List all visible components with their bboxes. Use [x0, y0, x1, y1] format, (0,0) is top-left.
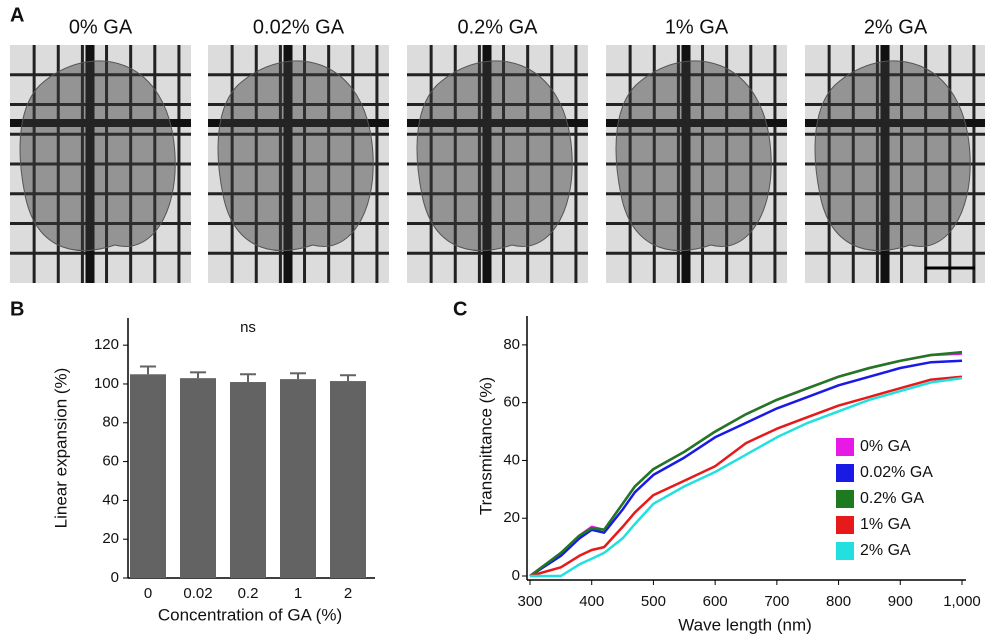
panel-label: B — [10, 298, 24, 320]
legend-swatch — [836, 438, 854, 456]
y-tick-label: 100 — [94, 375, 119, 392]
bar — [230, 382, 266, 578]
y-tick-label: 0 — [111, 569, 119, 586]
x-tick-label: 300 — [517, 593, 542, 610]
legend-swatch — [836, 490, 854, 508]
x-tick-label: 400 — [579, 593, 604, 610]
y-tick-label: 40 — [503, 451, 520, 468]
image-title: 1% GA — [665, 16, 729, 38]
y-tick-label: 20 — [503, 509, 520, 526]
x-tick-label: 1 — [294, 585, 302, 602]
tissue-slice — [19, 60, 176, 252]
bar — [330, 381, 366, 578]
x-tick-label: 500 — [641, 593, 666, 610]
image-title: 0.02% GA — [253, 16, 345, 38]
legend-swatch — [836, 464, 854, 482]
x-tick-label: 900 — [888, 593, 913, 610]
image-title: 2% GA — [864, 16, 928, 38]
tissue-slice — [814, 60, 971, 252]
series-line — [530, 376, 963, 578]
panel-label: A — [10, 4, 24, 26]
image-title: 0.2% GA — [457, 16, 538, 38]
y-tick-label: 20 — [102, 530, 119, 547]
x-tick-label: 0.02 — [183, 585, 212, 602]
x-tick-label: 0 — [144, 585, 152, 602]
series-line — [529, 359, 963, 578]
x-axis-label: Concentration of GA (%) — [158, 605, 342, 624]
x-tick-label: 800 — [826, 593, 851, 610]
y-tick-label: 80 — [503, 336, 520, 353]
y-axis-label: Transmittance (%) — [476, 377, 495, 515]
legend-label: 0% GA — [860, 438, 911, 455]
series-line — [529, 350, 963, 578]
micrographs — [10, 45, 985, 283]
tissue-slice — [217, 60, 374, 252]
tissue-slice — [615, 60, 772, 252]
x-tick-label: 1,000 — [943, 593, 981, 610]
y-tick-label: 60 — [503, 394, 520, 411]
annotation: ns — [240, 319, 256, 336]
y-tick-label: 120 — [94, 336, 119, 353]
series-line — [529, 375, 963, 578]
legend-label: 1% GA — [860, 516, 911, 533]
legend-label: 0.02% GA — [860, 464, 933, 481]
x-tick-label: 2 — [344, 585, 352, 602]
y-tick-label: 40 — [102, 491, 119, 508]
y-tick-label: 0 — [512, 567, 520, 584]
x-tick-label: 600 — [703, 593, 728, 610]
legend-label: 0.2% GA — [860, 490, 924, 507]
y-axis-label: Linear expansion (%) — [51, 368, 70, 529]
image-title: 0% GA — [69, 16, 133, 38]
panel-label: C — [453, 298, 467, 320]
x-tick-label: 0.2 — [238, 585, 259, 602]
bar — [130, 374, 166, 578]
legend-label: 2% GA — [860, 542, 911, 559]
tissue-slice — [416, 60, 573, 252]
x-axis-label: Wave length (nm) — [678, 615, 812, 634]
legend-swatch — [836, 516, 854, 534]
bar — [180, 378, 216, 578]
y-tick-label: 80 — [102, 414, 119, 431]
legend-swatch — [836, 542, 854, 560]
y-tick-label: 60 — [102, 453, 119, 470]
x-tick-label: 700 — [764, 593, 789, 610]
bar — [280, 379, 316, 578]
